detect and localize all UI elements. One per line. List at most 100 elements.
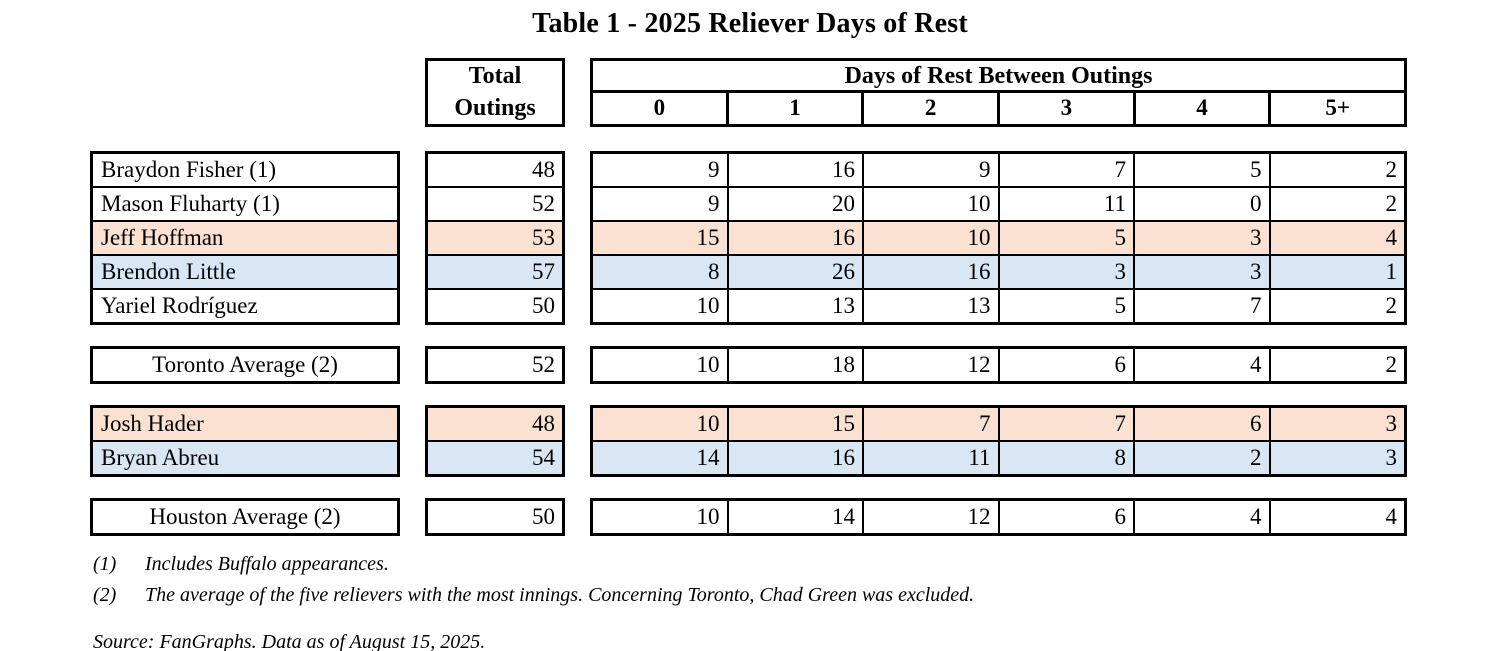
- table-group: Braydon Fisher (1) Mason Fluharty (1) Jeff…: [90, 151, 1407, 325]
- day-header-5plus: 5+: [1268, 93, 1404, 124]
- day-count-cell: 16: [726, 154, 862, 186]
- total-outings-cell: 52: [428, 186, 562, 220]
- footnote-1: (1) Includes Buffalo appearances.: [93, 552, 1500, 576]
- days-of-rest-column: 10 18 12 6 4 2: [590, 346, 1407, 384]
- day-count-cell: 3: [1268, 408, 1404, 440]
- day-count-cell: 5: [1133, 154, 1269, 186]
- days-of-rest-column: 10 14 12 6 4 4: [590, 498, 1407, 536]
- day-count-cell: 7: [862, 408, 998, 440]
- day-count-cell: 0: [1133, 188, 1269, 220]
- total-outings-cell: 50: [428, 288, 562, 322]
- table-header: Total Outings Days of Rest Between Outin…: [425, 58, 1407, 127]
- footnotes: (1) Includes Buffalo appearances. (2) Th…: [93, 552, 1500, 607]
- day-count-cell: 13: [862, 290, 998, 322]
- day-count-cell: 6: [997, 501, 1133, 533]
- days-row: 15 16 10 5 3 4: [593, 220, 1404, 254]
- days-row: 10 18 12 6 4 2: [593, 349, 1404, 381]
- player-name-cell: Bryan Abreu: [93, 440, 397, 474]
- days-row: 9 16 9 7 5 2: [593, 154, 1404, 186]
- day-count-cell: 10: [862, 188, 998, 220]
- total-outings-cell: 52: [428, 349, 562, 381]
- day-count-cell: 20: [726, 188, 862, 220]
- total-outings-column: 52: [425, 346, 565, 384]
- total-outings-cell: 48: [428, 154, 562, 186]
- footnote-2-text: The average of the five relievers with t…: [145, 584, 975, 606]
- day-count-cell: 2: [1268, 188, 1404, 220]
- day-count-cell: 3: [1133, 256, 1269, 288]
- day-count-cell: 14: [593, 442, 727, 474]
- day-count-cell: 14: [726, 501, 862, 533]
- player-name-column: Houston Average (2): [90, 498, 400, 536]
- day-count-cell: 9: [593, 188, 727, 220]
- day-count-cell: 9: [593, 154, 727, 186]
- player-name-cell: Houston Average (2): [93, 501, 397, 533]
- day-count-cell: 11: [862, 442, 998, 474]
- days-of-rest-header: Days of Rest Between Outings 0 1 2 3 4 5…: [590, 58, 1407, 127]
- player-name-cell: Brendon Little: [93, 254, 397, 288]
- total-outings-column: 48 54: [425, 405, 565, 477]
- player-name-column: Josh Hader Bryan Abreu: [90, 405, 400, 477]
- day-count-cell: 2: [1268, 154, 1404, 186]
- day-count-cell: 6: [1133, 408, 1269, 440]
- day-count-cell: 5: [997, 222, 1133, 254]
- day-count-cell: 2: [1133, 442, 1269, 474]
- days-of-rest-column: 9 16 9 7 5 2 9 20 10 11 0 2 15 16 10 5 3 4 8 26 16 3 3 1 10 13 13 5…: [590, 151, 1407, 325]
- day-count-cell: 15: [726, 408, 862, 440]
- player-name-cell: Braydon Fisher (1): [93, 154, 397, 186]
- day-count-cell: 12: [862, 501, 998, 533]
- day-count-cell: 16: [726, 222, 862, 254]
- day-header-0: 0: [653, 95, 666, 120]
- day-count-cell: 15: [593, 222, 727, 254]
- day-count-cell: 5: [997, 290, 1133, 322]
- player-name-cell: Yariel Rodríguez: [93, 288, 397, 322]
- day-count-cell: 4: [1133, 349, 1269, 381]
- day-count-cell: 26: [726, 256, 862, 288]
- day-count-cell: 3: [1268, 442, 1404, 474]
- day-count-cell: 1: [1268, 256, 1404, 288]
- day-count-cell: 8: [593, 256, 727, 288]
- day-count-cell: 2: [1268, 290, 1404, 322]
- day-count-cell: 4: [1133, 501, 1269, 533]
- day-count-cell: 8: [997, 442, 1133, 474]
- day-count-cell: 10: [862, 222, 998, 254]
- footnote-1-marker: (1): [93, 553, 117, 575]
- day-count-cell: 11: [997, 188, 1133, 220]
- day-count-cell: 16: [726, 442, 862, 474]
- days-of-rest-column: 10 15 7 7 6 3 14 16 11 8 2 3: [590, 405, 1407, 477]
- days-row: 10 13 13 5 7 2: [593, 288, 1404, 322]
- day-count-cell: 16: [862, 256, 998, 288]
- day-count-cell: 3: [1133, 222, 1269, 254]
- table-group: Josh Hader Bryan Abreu 48 54 10 15 7 7 6 3 14 16 11 8…: [90, 405, 1407, 477]
- day-header-2: 2: [861, 93, 997, 124]
- total-outings-column: 48 52 53 57 50: [425, 151, 565, 325]
- days-of-rest-header-label: Days of Rest Between Outings: [593, 61, 1404, 93]
- player-name-column: Toronto Average (2): [90, 346, 400, 384]
- total-outings-cell: 53: [428, 220, 562, 254]
- days-row: 10 14 12 6 4 4: [593, 501, 1404, 533]
- total-outings-header-line2: Outings: [454, 94, 536, 121]
- day-count-cell: 4: [1268, 222, 1404, 254]
- day-count-cell: 3: [997, 256, 1133, 288]
- footnote-2: (2) The average of the five relievers wi…: [93, 583, 1500, 607]
- days-row: 8 26 16 3 3 1: [593, 254, 1404, 288]
- day-count-cell: 6: [997, 349, 1133, 381]
- player-name-column: Braydon Fisher (1) Mason Fluharty (1) Jeff…: [90, 151, 400, 325]
- day-header-3: 3: [997, 93, 1133, 124]
- day-count-cell: 9: [862, 154, 998, 186]
- day-count-cell: 10: [593, 501, 727, 533]
- table-title: Table 1 - 2025 Reliever Days of Rest: [532, 8, 968, 39]
- day-count-cell: 10: [593, 290, 727, 322]
- total-outings-cell: 48: [428, 408, 562, 440]
- player-name-cell: Jeff Hoffman: [93, 220, 397, 254]
- source-line: Source: FanGraphs. Data as of August 15,…: [93, 631, 486, 651]
- day-count-cell: 7: [997, 408, 1133, 440]
- footnote-2-marker: (2): [93, 584, 117, 606]
- player-name-cell: Toronto Average (2): [93, 349, 397, 381]
- footnote-1-text: Includes Buffalo appearances.: [145, 553, 389, 575]
- table-group: Houston Average (2) 50 10 14 12 6 4 4: [90, 498, 1407, 536]
- days-of-rest-subheaders: 0 1 2 3 4 5+: [593, 93, 1404, 124]
- total-outings-header: Total Outings: [425, 58, 565, 127]
- days-row: 10 15 7 7 6 3: [593, 408, 1404, 440]
- day-count-cell: 7: [997, 154, 1133, 186]
